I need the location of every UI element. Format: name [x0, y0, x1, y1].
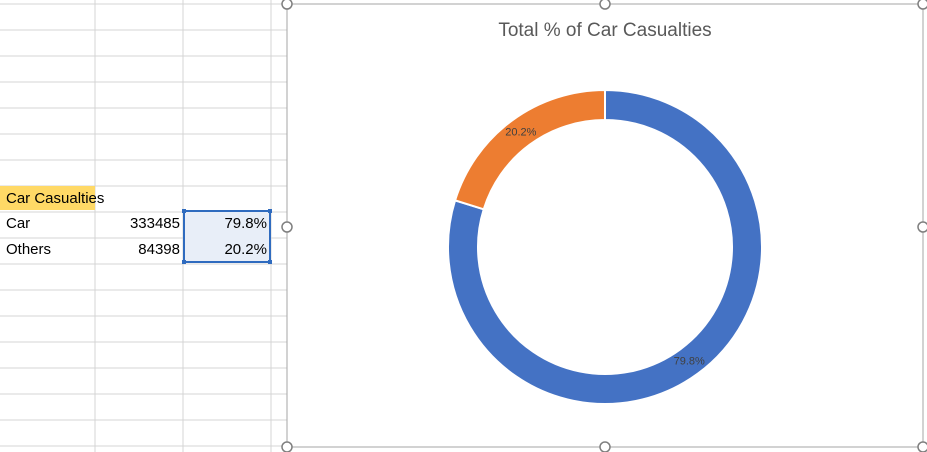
slice: [453, 88, 606, 211]
selection-handle: [268, 209, 272, 213]
handles: [182, 0, 927, 452]
spreadsheet: [0, 0, 287, 452]
data-label: 79.8%: [674, 355, 705, 367]
cell: Others: [6, 241, 51, 258]
selection-handle: [268, 260, 272, 264]
selection-fill: [184, 211, 270, 262]
slice: [447, 88, 763, 405]
resize-handle: [281, 0, 293, 10]
resize-handle: [917, 221, 927, 233]
cell: 333485: [130, 215, 180, 232]
cell: 20.2%: [224, 241, 267, 258]
resize-handle: [599, 0, 611, 10]
resize-handle: [281, 221, 293, 233]
selection-handle: [182, 209, 186, 213]
resize-handle: [917, 441, 927, 452]
donut: 79.8% 20.2%: [447, 88, 763, 405]
table-header: Car Casualties: [6, 190, 104, 207]
chart-title: Total % of Car Casualties: [498, 20, 711, 41]
cell: 84398: [138, 241, 180, 258]
selection-box: [183, 210, 271, 263]
selection-handle: [182, 260, 186, 264]
cell: Car: [6, 215, 30, 232]
resize-handle: [281, 441, 293, 452]
cell: 79.8%: [224, 215, 267, 232]
resize-handle: [599, 441, 611, 452]
header-fill: [0, 186, 95, 210]
resize-handle: [917, 0, 927, 10]
data-label: 20.2%: [505, 127, 536, 139]
